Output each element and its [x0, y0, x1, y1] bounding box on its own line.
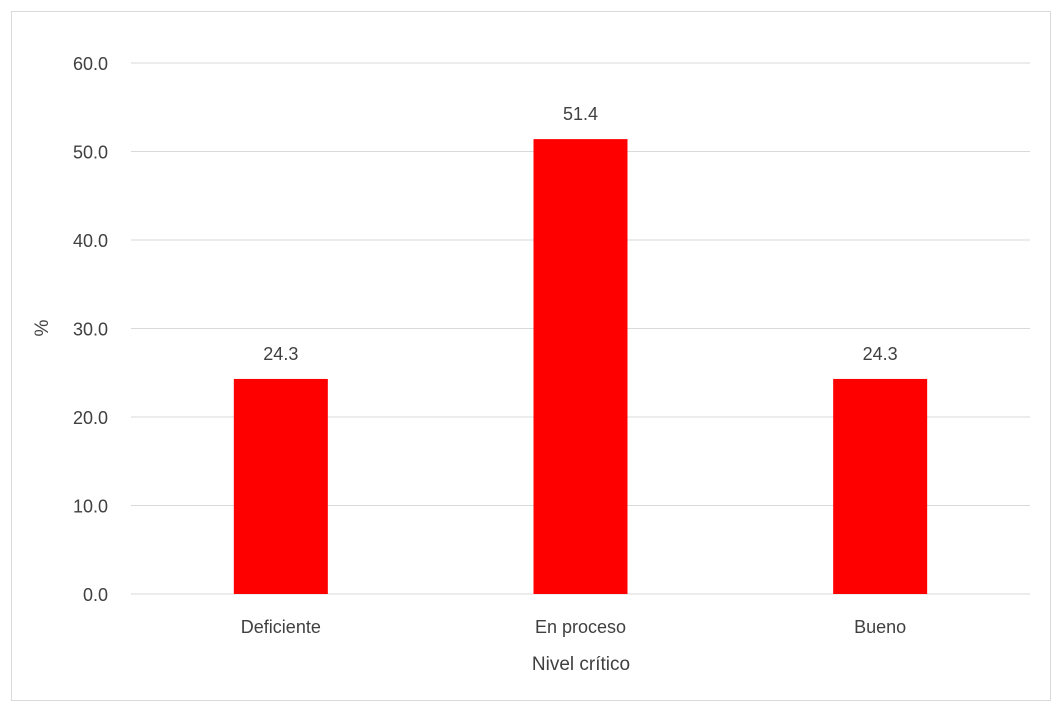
y-axis-tick-labels: 0.0 10.0 20.0 30.0 40.0 50.0 60.0: [73, 54, 108, 605]
data-label: 24.3: [863, 344, 898, 364]
bar: [833, 378, 928, 594]
bar-chart: 0.010.020.030.040.050.060.0 24.351.424.3…: [32, 54, 1030, 675]
y-tick-label: 30.0: [73, 320, 108, 340]
y-tick-label: 20.0: [73, 408, 108, 428]
x-tick-label: Deficiente: [241, 617, 321, 637]
data-label: 51.4: [563, 104, 598, 124]
data-label: 24.3: [263, 344, 298, 364]
y-tick-label: 0.0: [83, 585, 108, 605]
x-tick-label: Bueno: [854, 617, 906, 637]
y-tick-label: 50.0: [73, 143, 108, 163]
bars: [233, 139, 928, 595]
x-axis-tick-labels: Deficiente En proceso Bueno: [241, 617, 906, 637]
y-tick-label: 10.0: [73, 497, 108, 517]
y-axis-label: %: [32, 319, 53, 336]
y-tick-label: 40.0: [73, 231, 108, 251]
bar: [533, 139, 628, 595]
y-tick-label: 60.0: [73, 54, 108, 74]
bar: [233, 378, 328, 594]
x-tick-label: En proceso: [535, 617, 626, 637]
x-axis-label: Nivel crítico: [532, 654, 630, 675]
data-labels: 24.3 51.4 24.3: [263, 104, 897, 364]
